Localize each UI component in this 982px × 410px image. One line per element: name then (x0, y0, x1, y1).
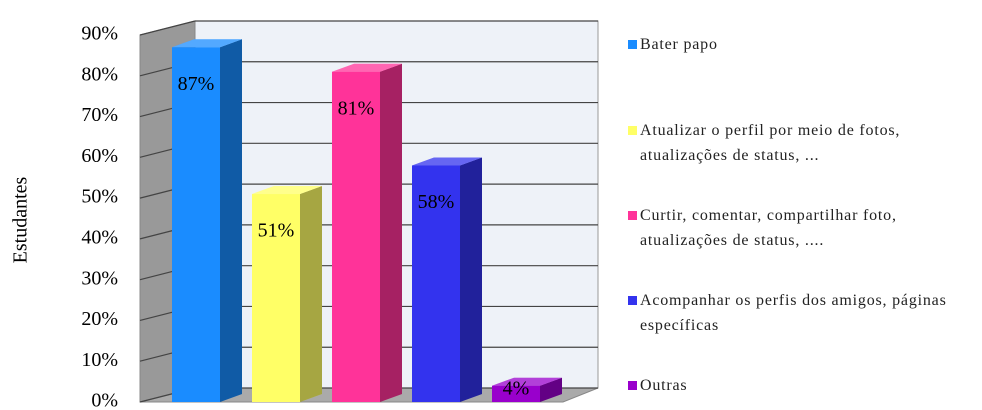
bar-side (460, 157, 482, 402)
bar (172, 39, 242, 402)
bar-top-shade (412, 157, 482, 166)
bar-front (332, 71, 380, 402)
bar-top-shade (332, 63, 402, 72)
legend-item: Curtir, comentar, compartilhar foto, atu… (628, 203, 948, 253)
bar-front (172, 47, 220, 402)
legend-label: Curtir, comentar, compartilhar foto, atu… (640, 207, 897, 249)
y-tick-label: 90% (81, 23, 118, 45)
y-tick-label: 50% (81, 186, 118, 208)
bar-side-shade (380, 63, 402, 402)
bar-side-shade (460, 157, 482, 402)
bar (492, 377, 562, 402)
y-tick-label: 40% (81, 226, 118, 248)
legend-item: Atualizar o perfil por meio de fotos, at… (628, 118, 948, 168)
bar-front (412, 165, 460, 402)
chart: Estudantes 0% 10% 20% 30% 40% 50% 60% 70% 80% 90%… (10, 20, 599, 410)
legend-swatch (628, 296, 637, 305)
bar-top-shade (172, 39, 242, 48)
legend-item: Acompanhar os perfis dos amigos, páginas… (628, 288, 948, 338)
y-axis-label: Estudantes (10, 176, 32, 263)
data-label: 87% (178, 73, 215, 95)
bar (252, 186, 322, 402)
bar-front (492, 385, 540, 402)
bar-top (172, 39, 242, 48)
y-tick-label: 10% (81, 349, 118, 371)
bar-top (492, 377, 562, 386)
y-tick-label: 0% (91, 390, 118, 410)
bar-side-shade (220, 39, 242, 402)
bar-top-shade (252, 186, 322, 195)
bar-side-shade (300, 186, 322, 402)
legend-label: Atualizar o perfil por meio de fotos, at… (640, 122, 901, 164)
bar-top-shade (492, 377, 562, 386)
bar-side (540, 377, 562, 402)
bar-side (300, 186, 322, 402)
bar-top (412, 157, 482, 166)
legend-swatch (628, 211, 637, 220)
y-tick-label: 30% (81, 267, 118, 289)
legend-item: Bater papo (628, 32, 948, 57)
data-label: 4% (503, 378, 530, 400)
legend-item: Outras (628, 373, 948, 398)
bar-top (332, 63, 402, 72)
grid-line-side (139, 20, 196, 36)
bar (332, 63, 402, 402)
legend-swatch (628, 40, 637, 49)
data-label: 58% (418, 191, 455, 213)
bar-side-shade (540, 377, 562, 402)
legend-swatch (628, 126, 637, 135)
y-tick-label: 60% (81, 145, 118, 167)
bar (412, 157, 482, 402)
data-label: 51% (258, 220, 295, 242)
bar-side (380, 63, 402, 402)
y-tick-label: 80% (81, 63, 118, 85)
y-tick-label: 20% (81, 308, 118, 330)
bar-side (220, 39, 242, 402)
data-label: 81% (338, 97, 375, 119)
legend-label: Outras (640, 377, 688, 394)
legend-swatch (628, 381, 637, 390)
bar-top (252, 186, 322, 195)
legend-label: Acompanhar os perfis dos amigos, páginas… (640, 292, 947, 334)
legend-label: Bater papo (640, 36, 718, 53)
bar-front (252, 194, 300, 402)
y-tick-label: 70% (81, 104, 118, 126)
